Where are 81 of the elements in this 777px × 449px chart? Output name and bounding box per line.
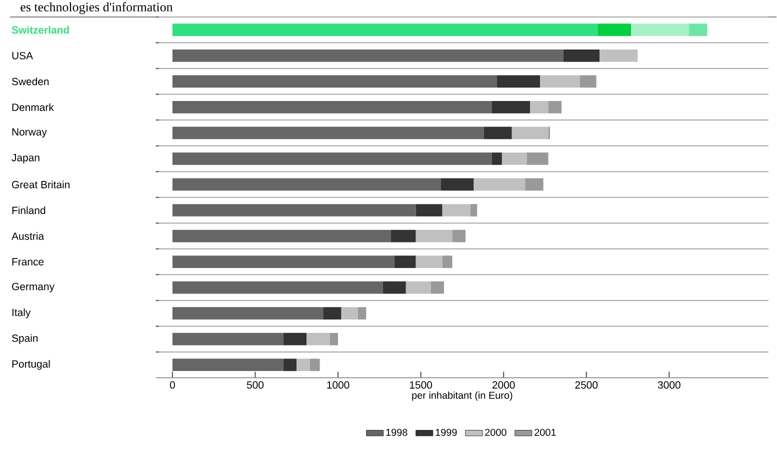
bar xyxy=(416,256,442,268)
x-tick-label: 2000 xyxy=(492,381,515,389)
y-tick-label: Germany xyxy=(12,282,54,292)
x-tick-label: 1000 xyxy=(327,381,350,389)
bar xyxy=(525,178,544,191)
bar xyxy=(440,178,474,191)
x-tick-label: 500 xyxy=(246,381,264,389)
bar xyxy=(631,24,690,36)
y-tick-label: Great Britain xyxy=(12,180,70,188)
bar xyxy=(172,101,492,114)
legend-label: 1999 xyxy=(436,428,457,436)
y-tick-label: Switzerland xyxy=(12,26,69,34)
bar xyxy=(172,204,416,217)
bar xyxy=(172,230,392,242)
bar xyxy=(323,307,342,320)
bar xyxy=(548,101,562,114)
bar xyxy=(406,282,431,294)
bar xyxy=(296,358,310,372)
bar xyxy=(580,75,596,88)
bar xyxy=(416,230,452,242)
y-tick-label: USA xyxy=(12,52,33,60)
bar xyxy=(492,101,530,114)
bar xyxy=(470,204,478,217)
bar xyxy=(283,333,307,346)
bar xyxy=(526,152,548,166)
bar xyxy=(442,204,470,217)
bar xyxy=(172,126,484,140)
bar xyxy=(172,152,492,166)
bar xyxy=(172,256,394,268)
bar xyxy=(598,24,632,36)
y-tick-label: Italy xyxy=(12,308,31,318)
y-tick-label: Sweden xyxy=(12,78,49,86)
y-tick-label: Austria xyxy=(12,232,44,240)
bar xyxy=(310,358,320,372)
bar xyxy=(283,358,297,372)
bar xyxy=(172,358,284,372)
bar xyxy=(306,333,330,346)
y-tick-label: Finland xyxy=(12,206,46,214)
bar xyxy=(172,24,598,36)
bar xyxy=(496,75,540,88)
legend-label: 2001 xyxy=(534,428,556,436)
bar xyxy=(394,256,416,268)
x-tick-label: 0 xyxy=(170,381,175,389)
bar xyxy=(172,307,324,320)
y-tick-label: Norway xyxy=(12,128,47,138)
legend-label: 1998 xyxy=(386,428,408,436)
bar xyxy=(172,75,497,88)
x-tick-label: 1500 xyxy=(410,381,432,389)
bar xyxy=(452,230,466,242)
chart-title: es technologies d'information xyxy=(20,2,173,14)
bar xyxy=(689,24,708,36)
bar xyxy=(358,307,366,320)
bar xyxy=(474,178,526,191)
bar xyxy=(172,333,284,346)
legend-label: 2000 xyxy=(485,428,506,436)
bar xyxy=(442,256,452,268)
bar xyxy=(512,126,548,140)
y-tick-label: Spain xyxy=(12,334,38,344)
y-tick-label: Denmark xyxy=(12,103,54,112)
bar xyxy=(540,75,580,88)
x-tick-label: 3000 xyxy=(658,381,680,389)
bar xyxy=(416,204,442,217)
bar xyxy=(600,50,638,62)
y-tick-label: France xyxy=(12,258,44,266)
bar xyxy=(172,178,441,191)
bar xyxy=(563,50,600,62)
bar xyxy=(430,282,444,294)
bar xyxy=(172,50,564,62)
bar xyxy=(484,126,512,140)
x-axis-title: per inhabitant (in Euro) xyxy=(412,392,512,401)
bar xyxy=(382,282,406,294)
bar xyxy=(172,282,383,294)
bar xyxy=(330,333,338,346)
bar xyxy=(530,101,548,114)
bar xyxy=(391,230,416,242)
bar xyxy=(502,152,527,166)
y-tick-label: Japan xyxy=(12,154,40,164)
y-tick-label: Portugal xyxy=(12,360,50,370)
x-tick-label: 2500 xyxy=(575,381,598,389)
bar xyxy=(492,152,502,166)
bar xyxy=(341,307,358,320)
